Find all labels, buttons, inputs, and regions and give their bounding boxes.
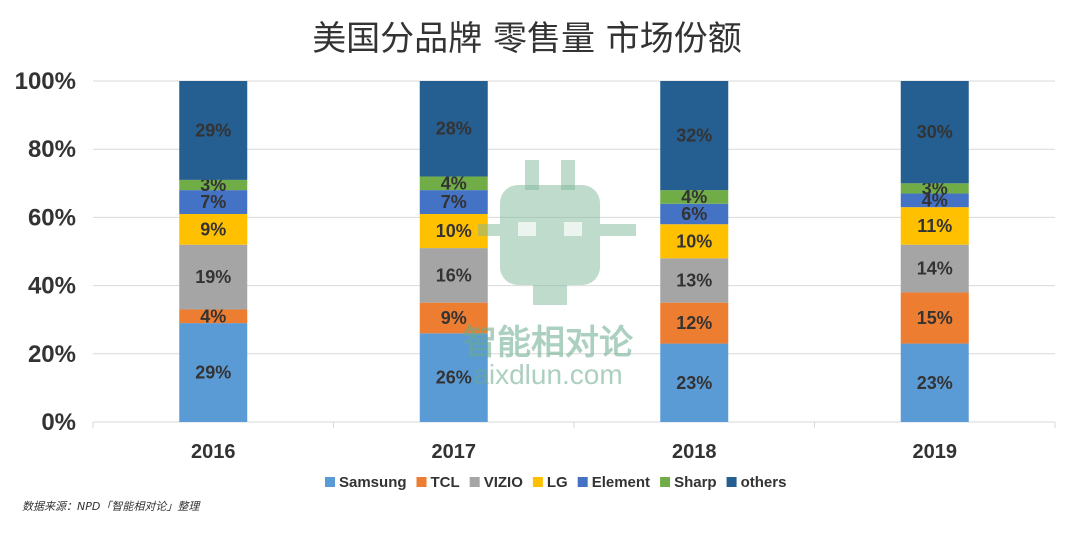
bar-segment xyxy=(660,224,729,259)
y-tick-label: 60% xyxy=(28,204,76,231)
watermark-logo: 智能相对论 aixdlun.com xyxy=(463,160,636,390)
watermark-plug-base xyxy=(533,285,567,305)
data-label: 30% xyxy=(917,122,953,142)
legend-swatch xyxy=(577,477,588,487)
watermark-brand: 智能相对论 xyxy=(463,323,634,363)
legend-swatch xyxy=(469,477,480,487)
data-label: 10% xyxy=(436,221,472,241)
bar-segment xyxy=(900,81,969,184)
legend-label: LG xyxy=(547,474,568,491)
bar-segment xyxy=(419,302,488,334)
data-label: 29% xyxy=(195,363,231,383)
watermark-plug-icon xyxy=(500,185,600,285)
bar-segment xyxy=(660,190,729,204)
y-tick-label: 80% xyxy=(28,136,76,163)
data-label: 28% xyxy=(436,119,472,139)
data-label: 3% xyxy=(922,178,948,198)
data-label: 11% xyxy=(917,216,952,236)
bar-segment xyxy=(419,333,488,422)
bar-segment xyxy=(179,81,248,180)
data-label: 6% xyxy=(681,204,707,224)
data-label: 23% xyxy=(676,373,712,393)
legend-label: TCL xyxy=(431,474,460,491)
bar-segment xyxy=(660,302,729,344)
y-axis: 0% 20% 40% 60% 80% 100% xyxy=(15,68,76,436)
bar-segment xyxy=(660,258,729,303)
source-note: 数据来源：NPD「智能相对论」整理 xyxy=(22,500,201,513)
legend-swatch xyxy=(416,477,427,487)
bar-segment xyxy=(179,323,248,422)
chart-title: 美国分品牌 零售量 市场份额 xyxy=(312,19,742,59)
data-label: 4% xyxy=(200,306,226,326)
bar-segment xyxy=(419,81,488,177)
data-label: 4% xyxy=(922,190,948,210)
watermark-plug-prong xyxy=(561,160,575,190)
y-tick-label: 100% xyxy=(15,68,76,95)
data-label: 9% xyxy=(200,219,226,239)
bar-segment xyxy=(900,343,969,422)
data-label: 14% xyxy=(917,259,953,279)
legend-label: Sharp xyxy=(674,474,717,491)
bar-segment xyxy=(179,213,248,245)
data-label: 32% xyxy=(676,126,712,146)
watermark-plug-eye xyxy=(518,222,536,236)
data-label: 7% xyxy=(200,192,226,212)
x-tick-label: 2016 xyxy=(191,441,236,463)
bar-segment xyxy=(419,248,488,303)
bar-segment xyxy=(179,309,248,324)
x-tick-label: 2018 xyxy=(672,441,717,463)
bar-segment xyxy=(900,183,969,194)
bar-segment xyxy=(419,190,488,214)
watermark-plug-side xyxy=(478,224,500,236)
data-label: 12% xyxy=(676,313,712,333)
bar-segment xyxy=(179,190,248,214)
data-label: 23% xyxy=(917,373,953,393)
bar-segment xyxy=(179,179,248,191)
y-tick-label: 0% xyxy=(41,409,76,436)
data-label: 4% xyxy=(681,187,707,207)
data-label: 4% xyxy=(441,173,467,193)
y-tick-label: 40% xyxy=(28,273,76,300)
data-label: 15% xyxy=(917,308,953,328)
data-label: 16% xyxy=(436,265,472,285)
data-label: 13% xyxy=(676,270,712,290)
x-tick-label: 2017 xyxy=(432,441,477,463)
data-label: 19% xyxy=(195,267,231,287)
watermark-url: aixdlun.com xyxy=(473,359,622,390)
bar-segment xyxy=(660,203,729,225)
legend-label: others xyxy=(741,474,787,491)
legend-swatch xyxy=(325,477,335,487)
data-label: 7% xyxy=(441,192,467,212)
watermark-plug-side xyxy=(600,224,636,236)
bar-segment xyxy=(900,193,969,208)
legend-swatch xyxy=(726,477,737,487)
legend-swatch xyxy=(660,477,671,487)
watermark-plug-eye xyxy=(564,222,582,236)
data-label: 10% xyxy=(676,231,712,251)
bar-segment xyxy=(419,213,488,249)
bar-segment xyxy=(900,244,969,293)
legend-label: Samsung xyxy=(339,474,407,491)
bar-segment xyxy=(900,292,969,344)
y-tick-label: 20% xyxy=(28,341,76,368)
bar-segment xyxy=(179,244,248,310)
bar-segment xyxy=(419,176,488,191)
legend-label: Element xyxy=(592,474,650,491)
bar-segment xyxy=(660,81,729,191)
legend: Samsung TCL VIZIO LG Element Sharp others xyxy=(325,474,786,491)
bar-segment xyxy=(900,207,969,245)
legend-label: VIZIO xyxy=(484,474,524,491)
data-label: 3% xyxy=(200,175,226,195)
x-tick-label: 2019 xyxy=(913,441,958,463)
data-label: 26% xyxy=(436,368,472,388)
x-axis: 2016 2017 2018 2019 xyxy=(92,422,1056,463)
data-label: 9% xyxy=(441,308,467,328)
legend-swatch xyxy=(532,477,543,487)
grid-lines xyxy=(93,80,1055,423)
watermark-plug-prong xyxy=(525,160,539,190)
bar-segment xyxy=(660,343,729,422)
data-label: 29% xyxy=(195,120,231,140)
bars: 29%4%19%9%7%3%29%26%9%16%10%7%4%28%23%12… xyxy=(179,81,969,422)
